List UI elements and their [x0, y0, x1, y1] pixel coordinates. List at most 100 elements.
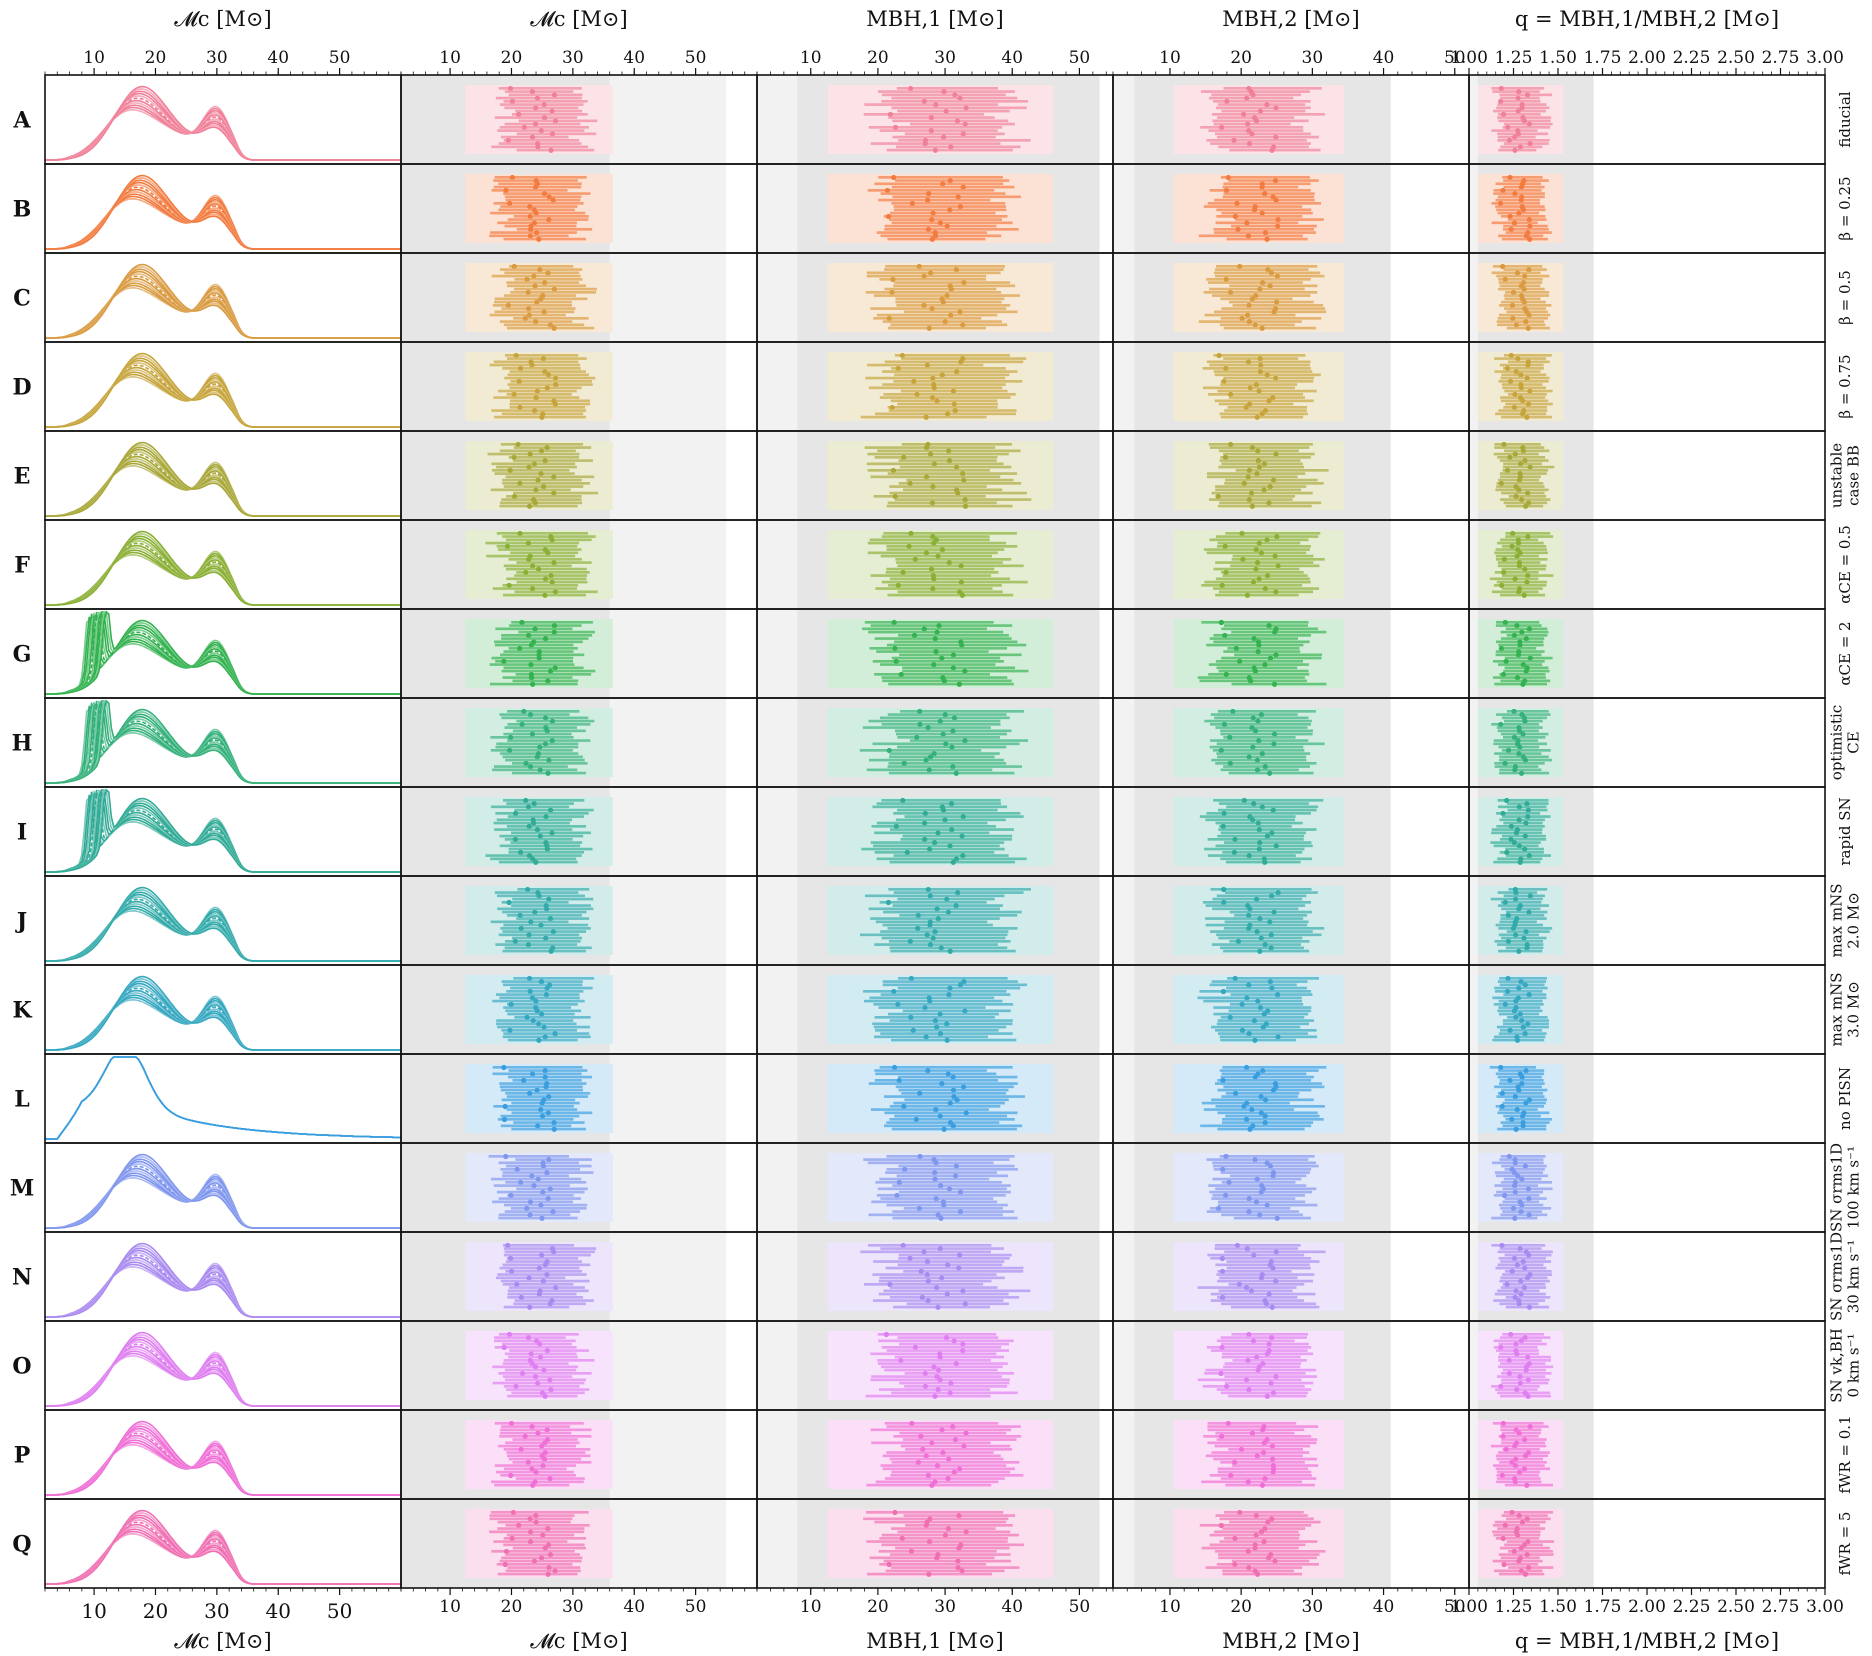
event-median-q-F-15 [1512, 576, 1518, 582]
range-band-secondary-m2-N [1113, 1232, 1135, 1321]
event-interval-q-J-17 [1494, 940, 1543, 943]
event-median-m1-D-20 [923, 414, 929, 420]
bottom-tick-label-q-4: 2.00 [1628, 1597, 1666, 1617]
event-median-m1-I-14 [931, 840, 938, 846]
event-interval-mc-I-5 [495, 812, 589, 815]
event-interval-m2-H-15 [1217, 755, 1307, 759]
event-median-m1-O-19 [947, 1390, 953, 1396]
event-interval-m2-C-10 [1212, 294, 1311, 297]
event-interval-m1-P-1 [884, 1422, 999, 1425]
event-median-q-M-6 [1511, 1170, 1518, 1176]
event-median-q-L-20 [1513, 1126, 1519, 1132]
event-median-q-O-13 [1506, 1370, 1513, 1377]
event-median-m2-D-1 [1216, 352, 1222, 359]
event-interval-m1-D-1 [894, 354, 1010, 357]
event-median-mc-E-10 [538, 471, 544, 477]
event-median-q-I-11 [1513, 830, 1520, 836]
event-median-m1-Q-13 [908, 1548, 915, 1555]
event-median-q-K-6 [1526, 992, 1532, 998]
event-median-mc-Q-2 [533, 1513, 539, 1519]
event-interval-q-F-9 [1495, 558, 1548, 561]
event-interval-m1-Q-5 [905, 1524, 1013, 1527]
event-median-q-D-12 [1527, 388, 1533, 394]
event-interval-m2-I-3 [1226, 805, 1319, 809]
event-interval-q-J-11 [1499, 920, 1537, 924]
mc-distribution-curve-Q-2 [45, 1530, 401, 1585]
event-interval-q-P-8 [1490, 1444, 1547, 1448]
event-median-q-J-9 [1505, 912, 1511, 919]
event-median-m2-O-18 [1246, 1387, 1252, 1393]
event-interval-m1-K-1 [898, 977, 1008, 980]
event-median-m2-N-13 [1236, 1281, 1242, 1288]
event-median-q-A-13 [1505, 124, 1511, 131]
event-median-mc-C-9 [525, 289, 531, 296]
event-median-m2-F-12 [1253, 566, 1259, 572]
event-median-mc-P-18 [547, 1476, 553, 1482]
event-median-mc-C-12 [534, 299, 540, 305]
event-median-mc-G-6 [542, 636, 549, 642]
event-median-m1-L-16 [937, 1113, 943, 1119]
event-interval-m2-A-8 [1221, 109, 1306, 113]
event-interval-m1-A-7 [891, 106, 1027, 110]
event-interval-m1-A-11 [892, 119, 1009, 123]
event-interval-m2-K-19 [1219, 1035, 1318, 1039]
event-median-mc-H-3 [542, 715, 549, 721]
event-interval-q-B-17 [1503, 228, 1549, 231]
event-median-m2-K-12 [1261, 1011, 1267, 1017]
event-median-mc-K-20 [536, 1037, 542, 1043]
event-median-mc-F-7 [545, 550, 551, 556]
event-median-m1-D-13 [914, 391, 920, 398]
event-interval-mc-I-18 [485, 854, 582, 857]
event-median-m2-D-2 [1257, 356, 1263, 362]
event-interval-m2-A-12 [1213, 122, 1291, 126]
event-interval-mc-Q-14 [505, 1553, 580, 1556]
event-median-m2-K-6 [1275, 992, 1281, 998]
event-median-m2-Q-17 [1232, 1561, 1238, 1568]
event-median-m2-L-18 [1262, 1120, 1268, 1126]
event-interval-mc-C-14 [501, 307, 576, 310]
event-median-mc-M-12 [540, 1189, 546, 1195]
event-interval-q-Q-9 [1495, 1537, 1540, 1540]
row-model-label-line-E-2: case BB [1845, 445, 1863, 506]
event-median-m2-Q-8 [1253, 1532, 1259, 1538]
event-median-mc-P-5 [522, 1433, 528, 1440]
event-median-mc-I-4 [548, 807, 554, 813]
mc-distribution-curve-P-8 [45, 1427, 401, 1496]
event-median-m1-D-8 [930, 375, 936, 381]
event-median-mc-A-20 [548, 147, 554, 153]
event-interval-q-H-5 [1491, 723, 1539, 726]
event-median-mc-O-13 [519, 1370, 526, 1377]
event-median-mc-C-1 [511, 263, 517, 270]
event-median-mc-D-6 [542, 369, 548, 375]
event-median-m2-B-2 [1272, 178, 1279, 184]
event-interval-m2-G-7 [1213, 640, 1310, 644]
row-letter-N: N [12, 1265, 32, 1291]
event-median-m2-A-4 [1244, 95, 1250, 101]
event-interval-m1-B-15 [891, 221, 1013, 225]
event-interval-q-B-20 [1501, 237, 1548, 241]
event-median-m2-M-1 [1223, 1153, 1229, 1160]
event-median-q-K-3 [1522, 982, 1528, 988]
event-interval-m1-N-18 [872, 1299, 1004, 1302]
mc-distribution-curve-K-2 [45, 996, 401, 1051]
event-interval-m1-N-10 [872, 1273, 997, 1276]
event-median-m2-M-16 [1264, 1202, 1270, 1208]
event-median-m2-C-7 [1267, 283, 1273, 289]
event-median-q-A-18 [1527, 141, 1533, 147]
event-median-q-Q-13 [1511, 1548, 1517, 1555]
event-median-m1-O-4 [960, 1341, 966, 1347]
event-median-q-L-10 [1512, 1094, 1518, 1100]
event-interval-q-K-11 [1497, 1009, 1543, 1013]
event-interval-m1-Q-4 [874, 1520, 1007, 1524]
event-median-q-A-12 [1526, 121, 1533, 127]
event-interval-mc-A-2 [504, 90, 574, 93]
column-bottom-title-m2: MBH,2 [M⊙] [1222, 1629, 1359, 1653]
event-median-m2-C-3 [1268, 270, 1275, 276]
event-median-mc-F-20 [542, 592, 548, 598]
event-median-q-N-7 [1514, 1262, 1520, 1268]
event-interval-m2-J-5 [1202, 901, 1312, 904]
event-interval-q-P-18 [1496, 1477, 1541, 1480]
event-interval-mc-P-1 [494, 1422, 584, 1425]
event-interval-m1-H-17 [888, 762, 1007, 765]
event-median-mc-F-4 [525, 540, 532, 546]
